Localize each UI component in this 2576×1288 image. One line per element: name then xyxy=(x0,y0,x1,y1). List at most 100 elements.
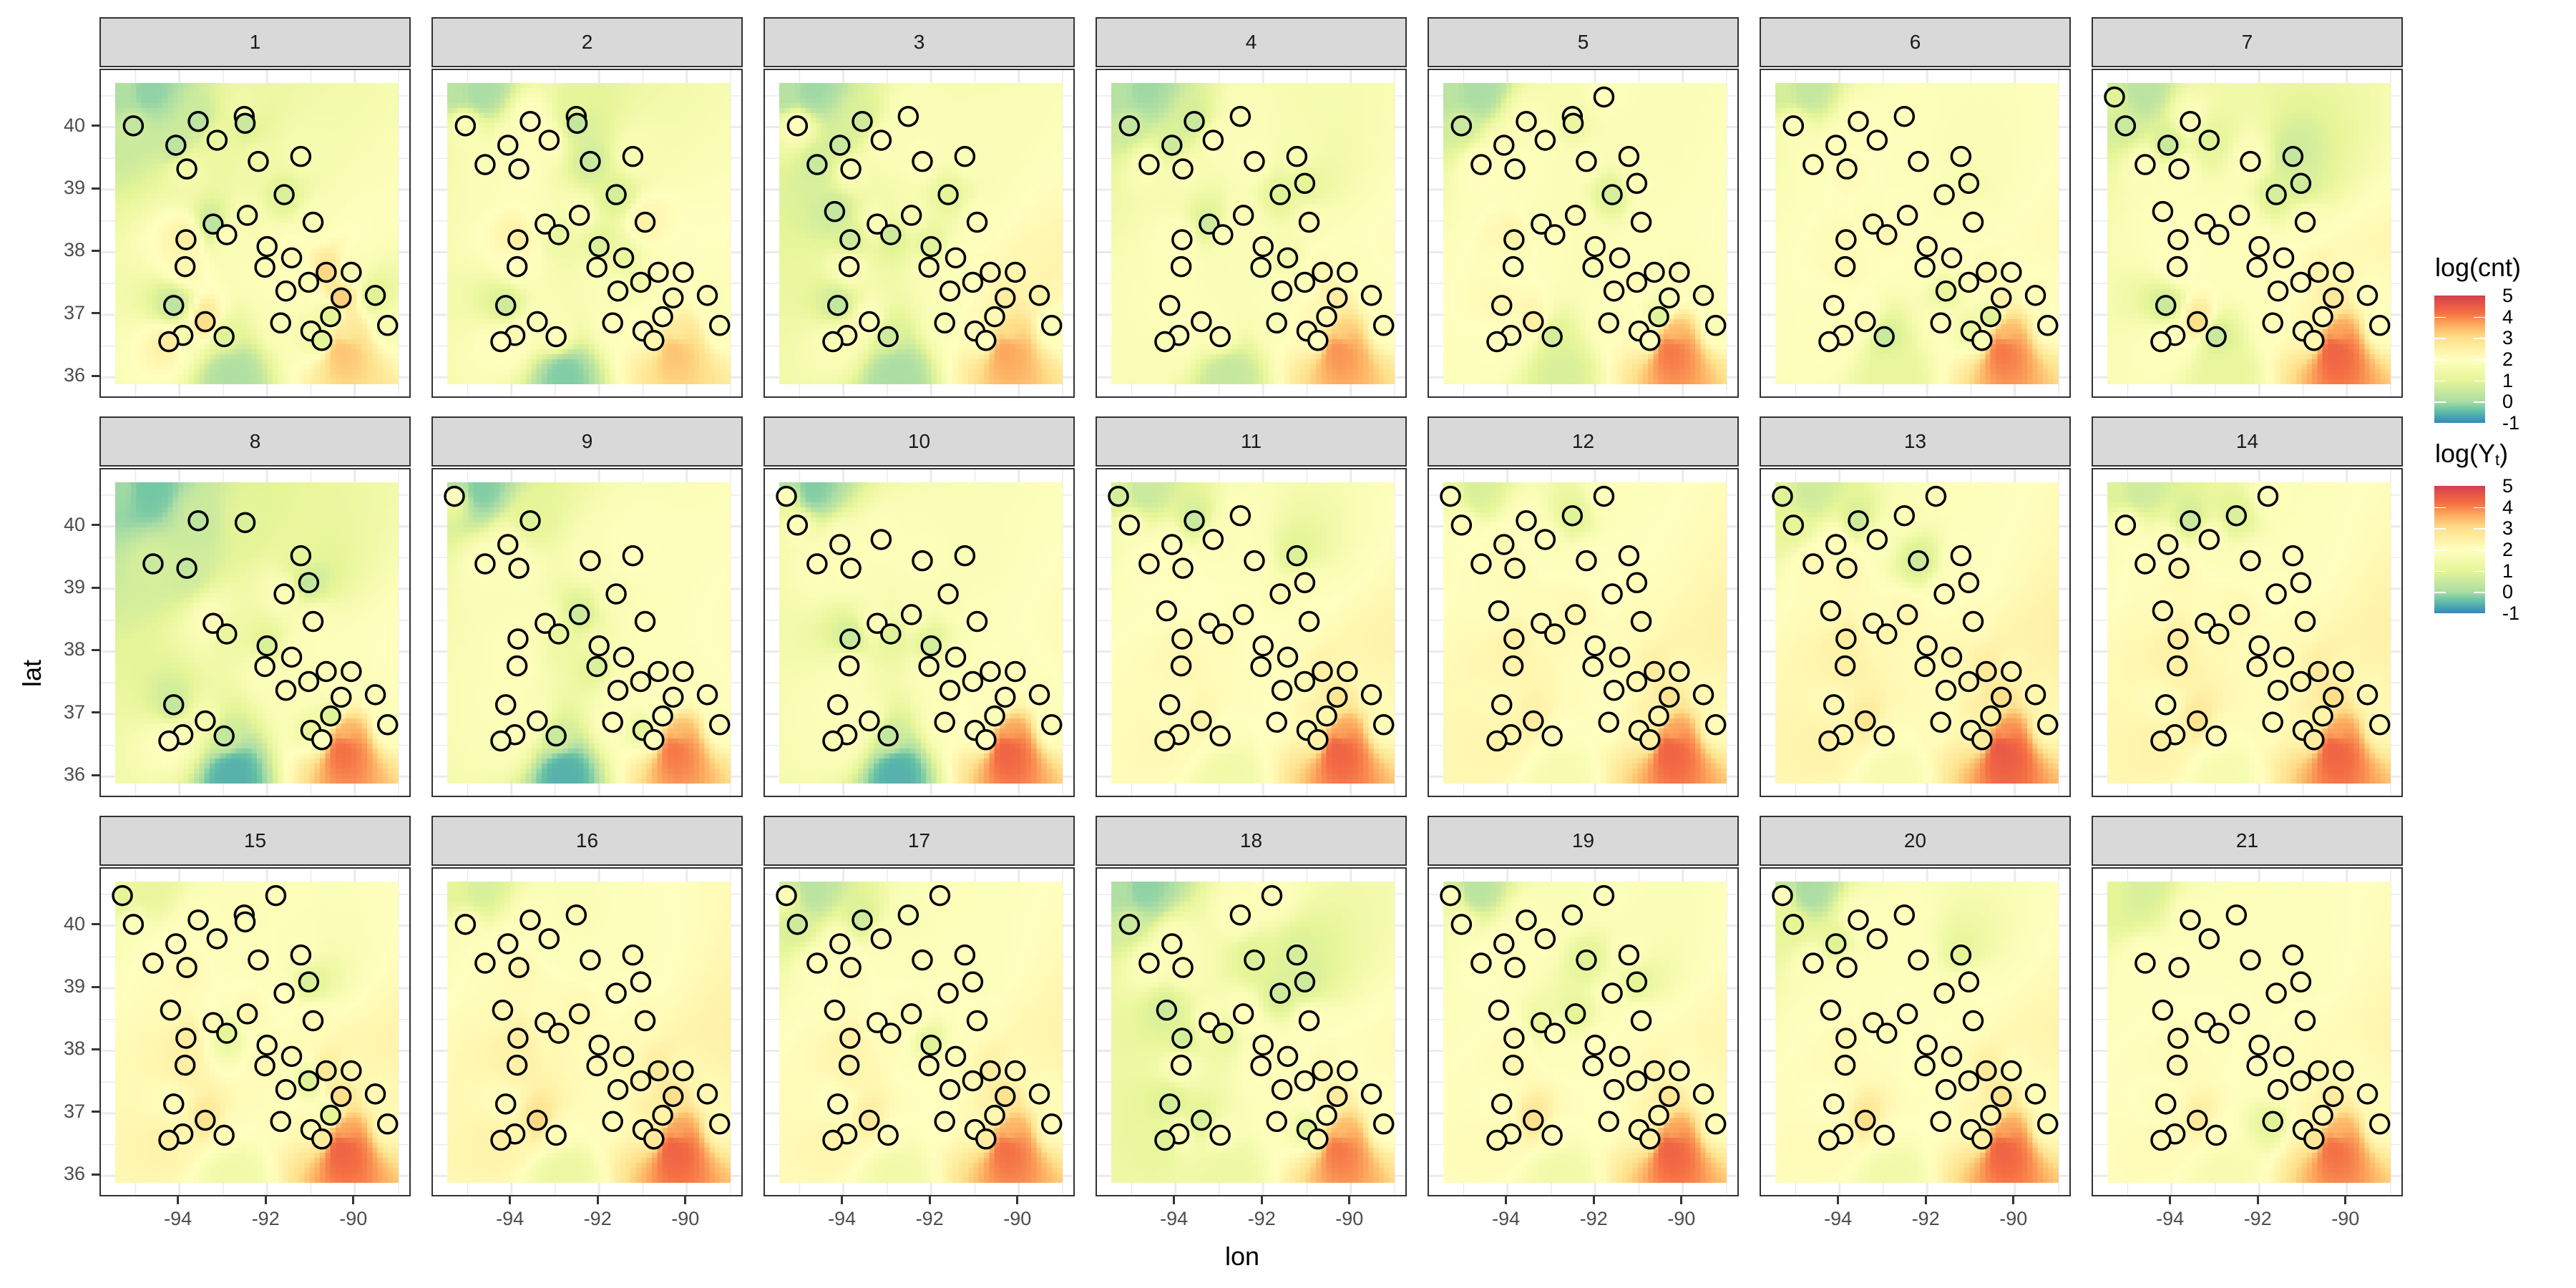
station-point xyxy=(1161,135,1183,156)
facet-panel: 21 xyxy=(2092,816,2403,1196)
station-point xyxy=(1958,1070,1980,1092)
station-point xyxy=(1958,172,1980,195)
station-point xyxy=(1531,613,1552,634)
station-point xyxy=(2036,1113,2059,1135)
station-point xyxy=(1307,1128,1329,1150)
station-point xyxy=(1316,705,1337,727)
station-point xyxy=(822,331,844,353)
station-point xyxy=(2036,714,2059,736)
station-point xyxy=(1626,1070,1648,1092)
station-point xyxy=(1976,660,1997,683)
station-point xyxy=(586,655,608,678)
station-point xyxy=(2150,331,2172,353)
station-point xyxy=(920,235,942,258)
station-point xyxy=(1562,112,1584,135)
y-tick-mark xyxy=(92,586,99,589)
station-point xyxy=(708,1113,731,1135)
facet-strip-label: 1 xyxy=(99,17,411,67)
station-points xyxy=(1440,485,1727,752)
station-point xyxy=(2166,1054,2188,1076)
station-point xyxy=(1191,311,1212,333)
facet-panel: 1 xyxy=(99,17,411,398)
station-point xyxy=(2246,256,2268,278)
station-point xyxy=(1648,1104,1669,1126)
station-point xyxy=(605,184,627,205)
station-point xyxy=(122,914,145,935)
station-point xyxy=(1266,711,1287,733)
facet-strip-label: 17 xyxy=(763,816,1075,866)
station-point xyxy=(1950,145,1972,167)
legend-tick xyxy=(2434,528,2446,530)
station-point xyxy=(236,205,258,226)
station-point xyxy=(1835,1028,1857,1049)
station-point xyxy=(1772,485,1793,507)
station-point xyxy=(176,158,197,180)
station-point xyxy=(1209,326,1231,348)
station-point xyxy=(298,572,320,594)
station-point xyxy=(2262,312,2283,334)
x-tick-label: -90 xyxy=(1003,1208,1032,1229)
station-point xyxy=(1503,1028,1525,1049)
station-point xyxy=(1855,1109,1876,1131)
station-point xyxy=(538,130,560,151)
station-point xyxy=(822,1129,844,1151)
station-point xyxy=(1326,686,1348,708)
station-point xyxy=(203,1012,224,1033)
facet-strip-label: 21 xyxy=(2092,816,2403,866)
legend-label: -1 xyxy=(2502,602,2520,624)
y-tick-label: 37 xyxy=(63,301,85,323)
legend-label: 3 xyxy=(2502,327,2514,349)
legend-tick xyxy=(2474,359,2485,361)
station-point xyxy=(1576,150,1597,172)
station-point xyxy=(2114,115,2137,137)
facet-strip-label: 3 xyxy=(763,17,1075,67)
station-point xyxy=(1863,213,1884,235)
station-point xyxy=(1161,933,1183,955)
station-point xyxy=(630,971,652,993)
y-tick-mark xyxy=(92,923,99,926)
station-point xyxy=(2167,628,2189,650)
station-point xyxy=(838,255,860,278)
station-point xyxy=(1820,999,1842,1021)
facet-strip-label: 19 xyxy=(1428,816,1739,866)
station-point xyxy=(1603,280,1625,302)
station-point xyxy=(535,213,556,235)
station-point xyxy=(994,686,1016,708)
y-tick-mark xyxy=(92,125,99,127)
x-tick-label: -92 xyxy=(1911,1208,1940,1229)
station-point xyxy=(376,714,399,736)
station-point xyxy=(945,646,967,668)
station-point xyxy=(1893,105,1916,127)
station-point xyxy=(1618,545,1640,567)
station-point xyxy=(2312,306,2333,328)
station-point xyxy=(1618,944,1640,966)
y-tick-label: 38 xyxy=(63,239,85,261)
station-point xyxy=(1561,504,1584,527)
station-point xyxy=(160,999,182,1021)
station-point xyxy=(673,1060,694,1082)
station-point xyxy=(1704,714,1727,736)
station-point xyxy=(1990,686,2012,708)
facet-panel: 20 xyxy=(1760,816,2071,1196)
station-point xyxy=(1502,655,1524,677)
station-point xyxy=(1834,1054,1856,1076)
station-point xyxy=(1914,256,1936,278)
x-tick-mark xyxy=(1680,1196,1683,1204)
station-point xyxy=(2208,224,2230,245)
station-point xyxy=(1312,261,1333,283)
station-point xyxy=(1609,646,1631,668)
station-point xyxy=(1232,205,1254,226)
station-point xyxy=(1294,1070,1316,1092)
station-point xyxy=(1491,694,1513,716)
station-point xyxy=(1005,660,1026,683)
station-point xyxy=(900,1003,922,1025)
station-point xyxy=(174,255,196,278)
station-point xyxy=(1836,557,1858,579)
station-point xyxy=(870,928,892,950)
station-point xyxy=(1534,130,1556,151)
station-point xyxy=(1493,534,1515,555)
station-point xyxy=(1933,583,1955,605)
station-point xyxy=(829,534,851,555)
station-point xyxy=(1138,154,1160,175)
legend-label: 4 xyxy=(2502,306,2514,328)
